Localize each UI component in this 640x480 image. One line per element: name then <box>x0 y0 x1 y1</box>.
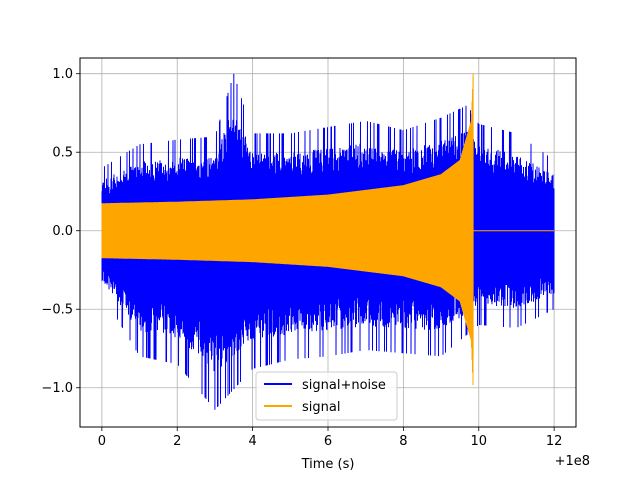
x-tick-label: 0 <box>98 434 106 449</box>
y-tick-label: −0.5 <box>41 303 73 318</box>
x-tick-label: 10 <box>470 434 487 449</box>
legend: signal+noise signal <box>255 371 398 421</box>
x-axis-label: Time (s) <box>301 457 355 472</box>
y-tick-label: 1.0 <box>52 67 73 82</box>
plot-area <box>101 73 555 410</box>
x-offset-label: +1e8 <box>555 454 590 469</box>
y-tick-label: 0.0 <box>52 224 73 239</box>
x-tick-label: 2 <box>173 434 181 449</box>
y-axis: −1.0 −0.5 0.0 0.5 1.0 <box>41 67 80 396</box>
x-tick-label: 12 <box>546 434 563 449</box>
signal-series-line <box>101 73 555 386</box>
x-tick-label: 4 <box>248 434 256 449</box>
x-tick-label: 6 <box>324 434 332 449</box>
legend-label-signal-noise: signal+noise <box>302 378 386 393</box>
x-tick-label: 8 <box>399 434 407 449</box>
x-axis: 0 2 4 6 8 10 12 <box>98 427 563 449</box>
y-tick-label: 0.5 <box>52 146 73 161</box>
y-tick-label: −1.0 <box>41 381 73 396</box>
legend-label-signal: signal <box>302 400 340 415</box>
